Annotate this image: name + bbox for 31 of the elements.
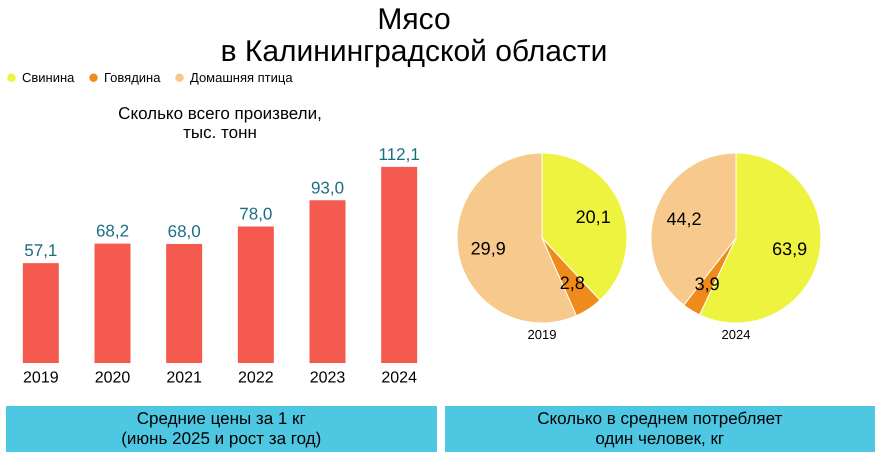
x-tick-label: 2020 (94, 370, 130, 386)
legend-label: Свинина (22, 70, 76, 85)
text: 2019 (528, 327, 556, 342)
chart-title: Мясо в Калининградской области (220, 3, 608, 68)
chart-subtitle: Сколько всего произвели, тыс. тонн (118, 104, 322, 142)
x-tick-label: 2019 (23, 370, 59, 386)
data-label: 68,0 (168, 222, 201, 241)
data-label: 78,0 (239, 204, 272, 224)
data-label: 29,9 (470, 238, 506, 258)
data-label: 68,2 (96, 222, 130, 241)
data-label: 44,2 (666, 209, 702, 230)
legend-label: Говядина (104, 70, 162, 85)
bar (238, 226, 274, 363)
data-label: 57,1 (24, 241, 58, 260)
data-label: 63,9 (772, 239, 808, 260)
text: Сколько в среднем потребляет один человек, кг (444, 406, 875, 452)
x-tick-label: 2021 (166, 370, 202, 386)
x-tick-label: 2024 (381, 370, 418, 386)
legend-label: Домашняя птица (190, 70, 294, 85)
bar (310, 200, 346, 363)
bar (381, 166, 418, 363)
x-tick-label: 2023 (310, 370, 346, 386)
data-label: 93,0 (310, 178, 344, 198)
bar (22, 263, 59, 363)
text: 2024 (722, 327, 750, 342)
x-tick-label: 2022 (238, 370, 274, 386)
bar (166, 244, 202, 363)
data-label: 20,1 (576, 206, 611, 227)
data-label: 112,1 (378, 144, 420, 164)
bar (94, 244, 130, 363)
text: Средние цены за 1 кг (июнь 2025 и рост за год) (6, 406, 436, 452)
